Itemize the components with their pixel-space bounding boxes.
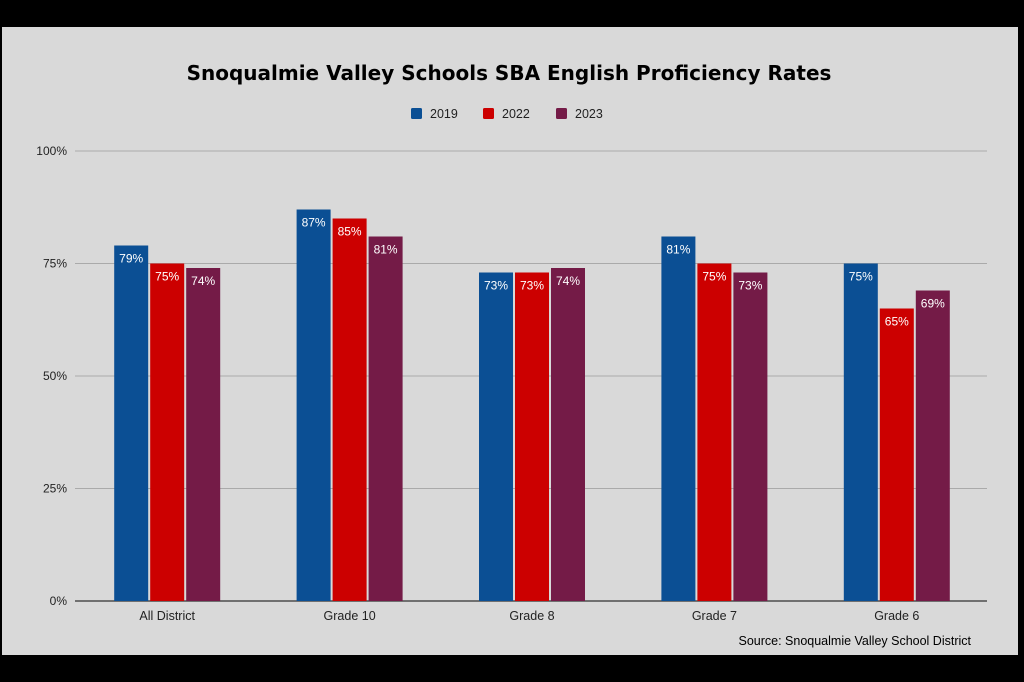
legend-swatch-2019 — [411, 108, 422, 119]
y-tick-label: 75% — [43, 257, 67, 271]
data-label: 69% — [921, 297, 945, 311]
bar-2019 — [843, 263, 878, 601]
bar-2019 — [661, 236, 696, 601]
data-label: 73% — [520, 279, 544, 293]
bar-2022 — [332, 218, 367, 601]
legend-swatch-2022 — [483, 108, 494, 119]
x-tick-label: Grade 7 — [692, 609, 737, 623]
chart-title: Snoqualmie Valley Schools SBA English Pr… — [187, 61, 832, 85]
data-label: 87% — [302, 216, 326, 230]
source-note: Source: Snoqualmie Valley School Distric… — [738, 634, 971, 648]
data-label: 81% — [666, 243, 690, 257]
x-tick-label: Grade 6 — [874, 609, 919, 623]
bar-2022 — [879, 308, 914, 601]
data-label: 74% — [556, 274, 580, 288]
bar-2019 — [296, 209, 331, 601]
data-label: 79% — [119, 252, 143, 266]
legend-label-2022: 2022 — [502, 107, 530, 121]
legend-label-2019: 2019 — [430, 107, 458, 121]
legend-label-2023: 2023 — [575, 107, 603, 121]
x-tick-label: All District — [139, 609, 195, 623]
bar-2022 — [515, 272, 549, 601]
y-tick-label: 100% — [36, 144, 67, 158]
bar-2022 — [697, 263, 732, 601]
bar-2023 — [915, 290, 950, 601]
x-tick-label: Grade 10 — [324, 609, 376, 623]
data-label: 75% — [702, 270, 726, 284]
data-label: 73% — [484, 279, 508, 293]
data-label: 65% — [885, 315, 909, 329]
bar-2022 — [150, 263, 185, 601]
data-label: 75% — [849, 270, 873, 284]
data-label: 73% — [738, 279, 762, 293]
data-label: 81% — [374, 243, 398, 257]
bar-2019 — [114, 245, 149, 601]
bar-2023 — [551, 268, 585, 601]
bars: 79% 75% 74% All District 87% 85% 81% Grade 10 73… — [114, 209, 950, 623]
bar-2023 — [186, 268, 221, 601]
data-label: 75% — [155, 270, 179, 284]
y-tick-label: 0% — [50, 594, 68, 608]
bar-2023 — [733, 272, 768, 601]
x-tick-label: Grade 8 — [509, 609, 554, 623]
legend: 2019 2022 2023 — [411, 107, 603, 121]
y-tick-label: 50% — [43, 369, 67, 383]
legend-swatch-2023 — [556, 108, 567, 119]
bar-2019 — [479, 272, 513, 601]
bar-2023 — [368, 236, 403, 601]
y-tick-label: 25% — [43, 482, 67, 496]
data-label: 74% — [191, 274, 215, 288]
data-label: 85% — [338, 225, 362, 239]
